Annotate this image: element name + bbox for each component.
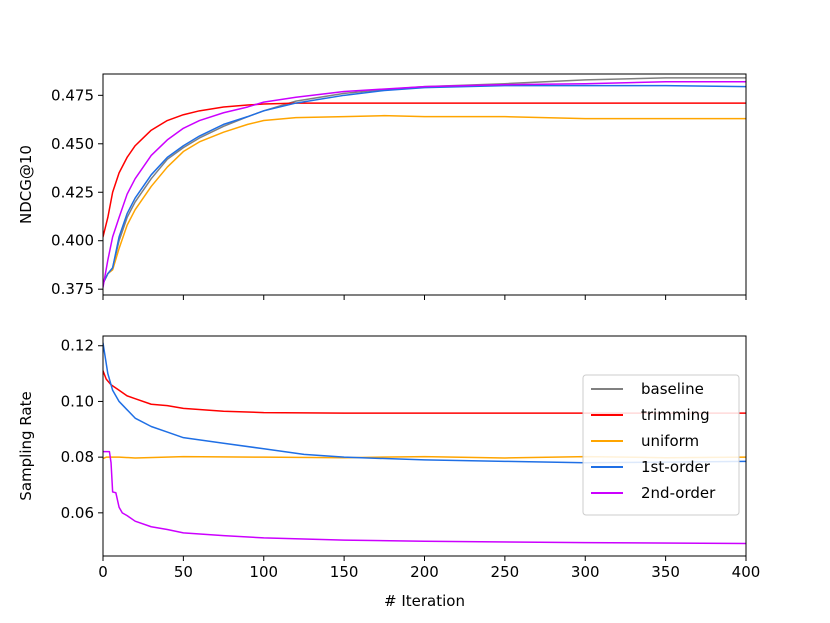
bottom-x-tick-label-350: 350 [651, 563, 680, 581]
bottom-x-tick-label-50: 50 [174, 563, 193, 581]
legend-label-uniform: uniform [641, 432, 699, 450]
top-series-2nd-order [103, 81, 746, 288]
bottom-x-tick-label-250: 250 [491, 563, 520, 581]
bottom-series-trimming [103, 370, 746, 414]
legend-box [582, 374, 740, 516]
bottom-series-2nd-order [103, 450, 746, 545]
bottom-x-tick-label-150: 150 [330, 563, 359, 581]
bottom-x-tick-label-300: 300 [571, 563, 600, 581]
legend-label-1st-order: 1st-order [641, 458, 711, 476]
bottom-y-tick-label-0: 0.06 [61, 504, 94, 522]
bottom-y-tick-label-2: 0.10 [61, 392, 94, 410]
legend-label-baseline: baseline [641, 380, 704, 398]
legend: baseline trimming uniform 1st-order 2nd-orde… [582, 374, 740, 516]
sampling-rate-panel: 0 50 100 150 200 250 300 350 400 0.06 0.08 0.10 0.12… [17, 335, 761, 610]
top-series-baseline [103, 77, 746, 285]
top-y-axis-label: NDCG@10 [17, 145, 35, 224]
legend-label-2nd-order: 2nd-order [641, 484, 716, 502]
top-y-tick-label-2: 0.425 [51, 183, 94, 201]
top-series-trimming [103, 102, 746, 238]
top-y-tick-label-1: 0.400 [51, 232, 94, 250]
bottom-x-axis-label: # Iteration [384, 592, 465, 610]
top-series-group [103, 77, 746, 288]
bottom-x-tick-label-0: 0 [98, 563, 108, 581]
top-series-1st-order [103, 84, 746, 285]
top-y-tick-label-4: 0.475 [51, 86, 94, 104]
bottom-y-axis-label: Sampling Rate [17, 391, 35, 500]
bottom-x-tick-label-400: 400 [732, 563, 761, 581]
bottom-x-tick-label-100: 100 [249, 563, 278, 581]
legend-label-trimming: trimming [641, 406, 710, 424]
bottom-series-1st-order [103, 342, 746, 464]
bottom-y-tick-label-3: 0.12 [61, 337, 94, 355]
bottom-y-tick-label-1: 0.08 [61, 448, 94, 466]
ndcg-panel: 0.375 0.400 0.425 0.450 0.475 NDCG@10 [17, 73, 747, 300]
top-y-tick-label-3: 0.450 [51, 135, 94, 153]
top-y-tick-label-0: 0.375 [51, 280, 94, 298]
top-axes-frame [102, 73, 747, 296]
bottom-x-tick-label-200: 200 [410, 563, 439, 581]
top-series-uniform [103, 114, 746, 285]
